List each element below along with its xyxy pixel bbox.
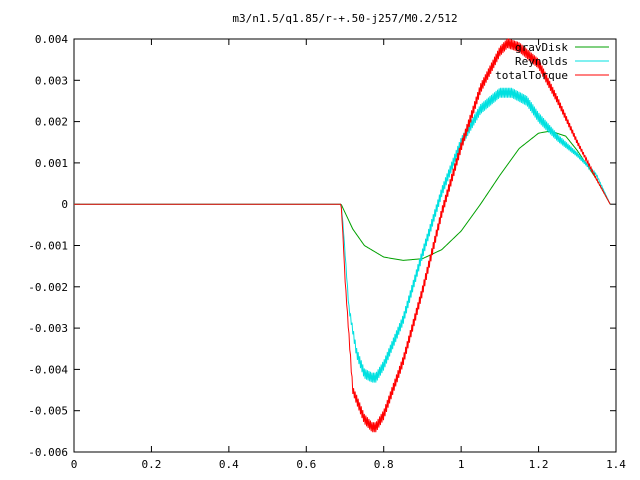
y-tick-label: -0.006 [28, 446, 68, 459]
y-tick-label: 0.004 [35, 33, 68, 46]
legend-label: totalTorque [495, 69, 568, 82]
series-line-Reynolds [74, 87, 611, 383]
series-lines [74, 38, 611, 433]
x-tick-label: 1.2 [529, 458, 549, 471]
x-tick-label: 1 [458, 458, 465, 471]
y-tick-label: -0.001 [28, 240, 68, 253]
series-line-gravDisk [74, 130, 611, 261]
chart-title: m3/n1.5/q1.85/r-+.50-j257/M0.2/512 [232, 12, 457, 25]
y-tick-label: 0.002 [35, 116, 68, 129]
x-tick-label: 0.8 [374, 458, 394, 471]
axis-ticks: 0 0.2 0.4 0.6 0.8 1 1.2 1.4 -0.006 -0.005 -0.004 -0… [28, 33, 626, 471]
x-tick-label: 1.4 [606, 458, 626, 471]
y-tick-label: -0.004 [28, 363, 68, 376]
y-tick-label: -0.002 [28, 281, 68, 294]
y-tick-label: -0.003 [28, 322, 68, 335]
y-tick-label: 0.003 [35, 74, 68, 87]
y-tick-label: 0 [61, 198, 68, 211]
y-tick-label: 0.001 [35, 157, 68, 170]
x-tick-label: 0 [71, 458, 78, 471]
x-tick-label: 0.4 [219, 458, 239, 471]
legend-label: gravDisk [515, 41, 568, 54]
series-line-totalTorque [74, 38, 611, 433]
legend-label: Reynolds [515, 55, 568, 68]
x-tick-label: 0.2 [141, 458, 161, 471]
x-tick-label: 0.6 [296, 458, 316, 471]
y-tick-label: -0.005 [28, 405, 68, 418]
